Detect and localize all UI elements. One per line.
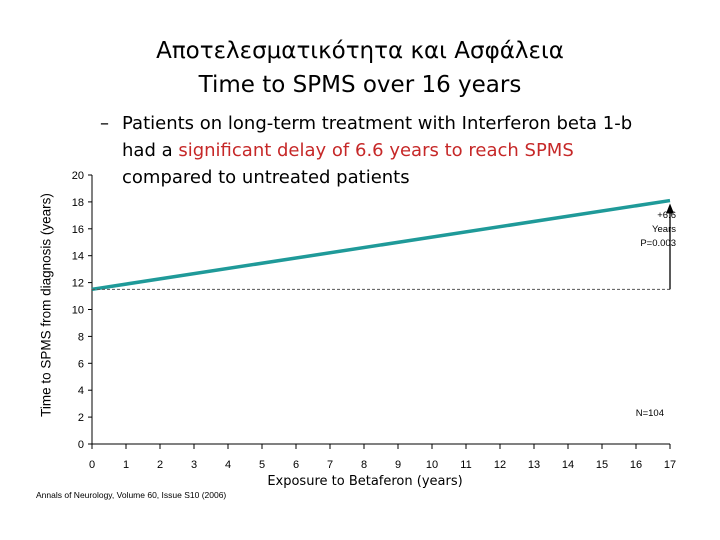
x-tick-label: 14 [562, 459, 574, 471]
bullet-text-2-prefix: had a [122, 140, 179, 161]
x-tick-label: 10 [426, 459, 438, 471]
y-tick-label: 14 [72, 251, 84, 263]
y-tick-label: 2 [78, 412, 84, 424]
x-tick-label: 6 [293, 459, 299, 471]
bullet-dash: – [100, 113, 109, 134]
y-tick-label: 18 [72, 197, 84, 209]
x-tick-label: 13 [528, 459, 540, 471]
title-line-1: Αποτελεσματικότητα και Ασφάλεια [156, 38, 564, 64]
x-axis-label: Exposure to Betaferon (years) [267, 474, 463, 489]
delay-annotation-line: Years [652, 224, 676, 235]
delay-annotation-line: +6.6 [657, 210, 676, 221]
x-tick-label: 3 [191, 459, 197, 471]
x-tick-label: 7 [327, 459, 333, 471]
y-tick-label: 0 [78, 439, 84, 451]
y-axis-label: Time to SPMS from diagnosis (years) [38, 193, 54, 417]
delay-annotation-line: P=0.003 [640, 238, 676, 249]
y-tick-label: 8 [78, 331, 84, 343]
bullet-point: – Patients on long-term treatment with In… [100, 110, 700, 191]
y-tick-label: 10 [72, 305, 84, 317]
x-tick-label: 15 [596, 459, 608, 471]
x-tick-label: 8 [361, 459, 367, 471]
bullet-highlight: significant delay of 6.6 years to reach … [178, 140, 574, 161]
delay-arrow-head [666, 203, 674, 214]
y-tick-label: 20 [72, 170, 84, 182]
x-tick-label: 9 [395, 459, 401, 471]
sample-size-label: N=104 [636, 408, 664, 419]
y-tick-label: 12 [72, 278, 84, 290]
x-tick-label: 5 [259, 459, 265, 471]
x-tick-label: 17 [664, 459, 676, 471]
x-tick-label: 12 [494, 459, 506, 471]
x-tick-label: 16 [630, 459, 642, 471]
source-citation: Annals of Neurology, Volume 60, Issue S1… [36, 490, 227, 500]
x-tick-label: 11 [460, 459, 471, 471]
title-line-2: Time to SPMS over 16 years [198, 72, 522, 98]
bullet-text-3: compared to untreated patients [122, 167, 410, 188]
bullet-text-1: Patients on long-term treatment with Int… [122, 113, 633, 134]
x-tick-label: 1 [123, 459, 129, 471]
y-tick-label: 6 [78, 358, 84, 370]
x-tick-label: 2 [157, 459, 163, 471]
y-tick-label: 16 [72, 224, 84, 236]
slide-title: Αποτελεσματικότητα και Ασφάλεια Time to … [0, 34, 720, 102]
x-tick-label: 4 [225, 459, 231, 471]
bullet-line-2: had a significant delay of 6.6 years to … [100, 137, 700, 164]
treated-series-line [91, 198, 671, 292]
x-tick-label: 0 [89, 459, 95, 471]
y-tick-label: 4 [78, 385, 84, 397]
